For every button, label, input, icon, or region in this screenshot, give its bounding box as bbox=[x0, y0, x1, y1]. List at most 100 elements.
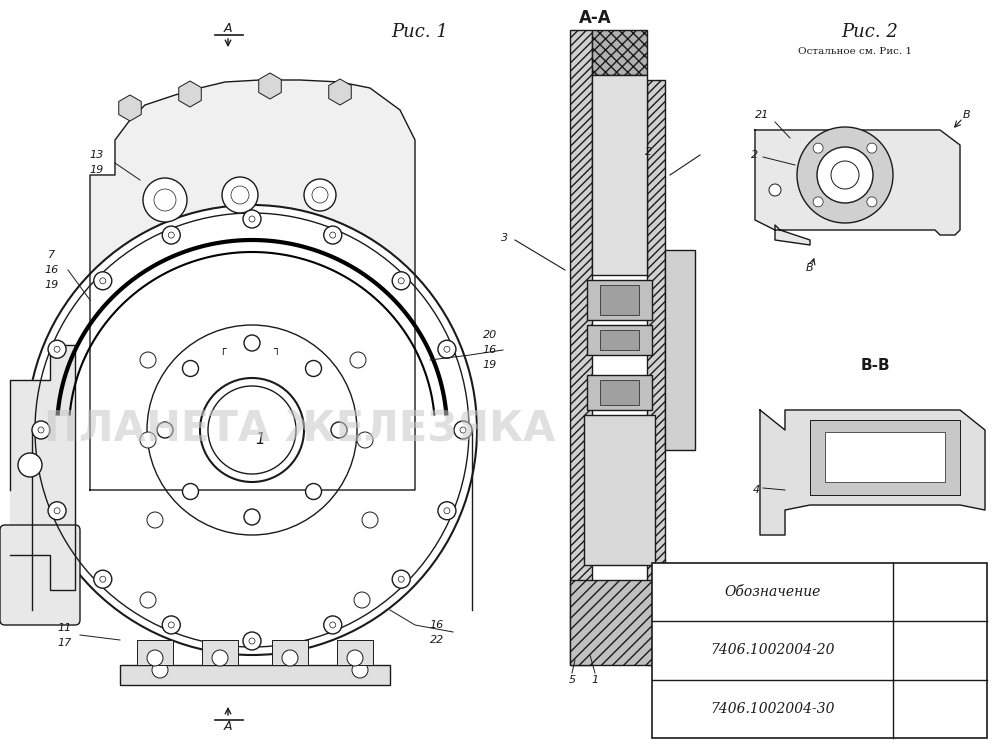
Circle shape bbox=[813, 143, 823, 153]
Circle shape bbox=[244, 335, 260, 351]
Circle shape bbox=[797, 127, 893, 223]
Circle shape bbox=[354, 592, 370, 608]
Circle shape bbox=[769, 184, 781, 196]
Text: 16: 16 bbox=[483, 345, 497, 355]
Text: Рис. 1: Рис. 1 bbox=[392, 23, 448, 41]
Circle shape bbox=[398, 277, 404, 284]
Text: A: A bbox=[224, 720, 232, 732]
Text: 1: 1 bbox=[591, 675, 599, 685]
FancyBboxPatch shape bbox=[0, 525, 80, 625]
Polygon shape bbox=[760, 410, 985, 535]
Bar bbox=[665, 250, 695, 450]
Circle shape bbox=[48, 340, 66, 358]
Circle shape bbox=[362, 512, 378, 528]
Circle shape bbox=[182, 360, 198, 377]
Circle shape bbox=[304, 179, 336, 211]
Circle shape bbox=[817, 147, 873, 203]
Text: 2: 2 bbox=[645, 147, 652, 157]
Text: Рис. 2: Рис. 2 bbox=[842, 23, 898, 41]
Bar bbox=[570, 580, 665, 665]
Circle shape bbox=[282, 650, 298, 666]
Text: 5: 5 bbox=[568, 675, 576, 685]
Text: 20: 20 bbox=[483, 330, 497, 340]
Circle shape bbox=[392, 271, 410, 290]
Bar bbox=[810, 420, 960, 495]
Circle shape bbox=[140, 352, 156, 368]
Circle shape bbox=[392, 570, 410, 588]
Text: 13: 13 bbox=[90, 150, 104, 160]
Text: B: B bbox=[963, 110, 971, 120]
Text: ┐: ┐ bbox=[274, 345, 280, 355]
Polygon shape bbox=[755, 130, 960, 245]
Circle shape bbox=[168, 232, 174, 238]
Circle shape bbox=[168, 622, 174, 628]
Text: A: A bbox=[224, 22, 232, 35]
Text: 16: 16 bbox=[430, 620, 444, 630]
Text: 4: 4 bbox=[753, 485, 760, 495]
Text: Остальное см. Рис. 1: Остальное см. Рис. 1 bbox=[798, 47, 912, 56]
Circle shape bbox=[330, 232, 336, 238]
Circle shape bbox=[249, 638, 255, 644]
Circle shape bbox=[347, 650, 363, 666]
Circle shape bbox=[444, 346, 450, 352]
Circle shape bbox=[831, 161, 859, 189]
Circle shape bbox=[54, 508, 60, 514]
Text: B: B bbox=[806, 263, 814, 273]
Bar bbox=[587, 280, 652, 320]
Bar bbox=[337, 640, 373, 665]
Circle shape bbox=[324, 616, 342, 634]
Bar bbox=[587, 375, 652, 410]
Circle shape bbox=[182, 484, 198, 499]
Bar bbox=[272, 640, 308, 665]
Text: 7406.1002004-20: 7406.1002004-20 bbox=[710, 644, 835, 657]
Bar bbox=[202, 640, 238, 665]
Text: 21: 21 bbox=[755, 110, 769, 120]
Bar bbox=[600, 285, 639, 315]
Circle shape bbox=[162, 616, 180, 634]
Circle shape bbox=[867, 197, 877, 207]
Circle shape bbox=[162, 226, 180, 244]
Bar bbox=[584, 415, 655, 565]
Bar bbox=[825, 432, 945, 482]
Bar bbox=[570, 30, 592, 665]
Circle shape bbox=[143, 178, 187, 222]
Circle shape bbox=[222, 177, 258, 213]
Circle shape bbox=[244, 509, 260, 525]
Circle shape bbox=[94, 570, 112, 588]
Text: 22: 22 bbox=[430, 635, 444, 645]
Bar bbox=[652, 563, 987, 738]
Bar bbox=[592, 75, 647, 275]
Text: A-A: A-A bbox=[579, 9, 611, 27]
Circle shape bbox=[140, 592, 156, 608]
Text: 16: 16 bbox=[45, 265, 59, 275]
Circle shape bbox=[243, 210, 261, 228]
Text: 11: 11 bbox=[58, 623, 72, 633]
Text: 19: 19 bbox=[483, 360, 497, 370]
Circle shape bbox=[27, 205, 477, 655]
Text: 19: 19 bbox=[45, 280, 59, 290]
Circle shape bbox=[200, 378, 304, 482]
Circle shape bbox=[32, 421, 50, 439]
Circle shape bbox=[147, 650, 163, 666]
Bar bbox=[592, 30, 647, 75]
Bar bbox=[647, 80, 665, 665]
Circle shape bbox=[54, 346, 60, 352]
Text: ┌: ┌ bbox=[219, 345, 225, 355]
Bar bbox=[587, 325, 652, 355]
Circle shape bbox=[352, 662, 368, 678]
Circle shape bbox=[330, 622, 336, 628]
Bar bbox=[600, 330, 639, 350]
Text: 3: 3 bbox=[501, 233, 508, 243]
Text: 1: 1 bbox=[255, 432, 265, 447]
Text: Обозначение: Обозначение bbox=[724, 585, 821, 599]
Circle shape bbox=[357, 432, 373, 448]
Circle shape bbox=[350, 352, 366, 368]
Circle shape bbox=[94, 271, 112, 290]
Text: 7406.1002004-30: 7406.1002004-30 bbox=[710, 702, 835, 716]
Circle shape bbox=[444, 508, 450, 514]
Circle shape bbox=[212, 650, 228, 666]
Text: 2: 2 bbox=[751, 150, 759, 160]
Text: 19: 19 bbox=[90, 165, 104, 175]
Polygon shape bbox=[90, 80, 415, 490]
Text: 7: 7 bbox=[48, 250, 56, 260]
